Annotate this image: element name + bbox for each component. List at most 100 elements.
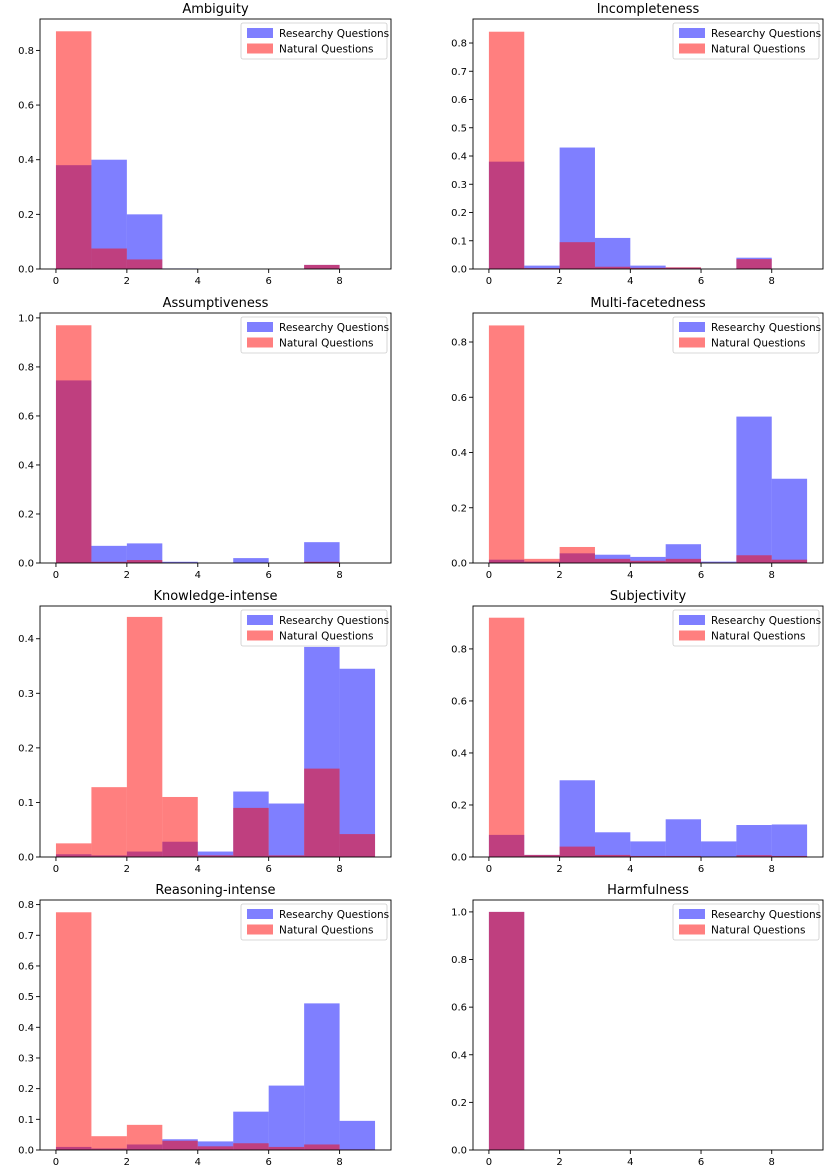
bar-natural-questions-bin-4 (630, 267, 666, 269)
chart-title: Knowledge-intense (153, 589, 277, 604)
x-tick-label: 6 (265, 1157, 271, 1168)
bar-researchy-questions-bin-5 (233, 558, 269, 563)
legend-label-researchy-questions: Researchy Questions (279, 322, 389, 334)
x-tick-label: 4 (627, 1157, 633, 1168)
chart-title: Multi-facetedness (590, 296, 706, 311)
legend-label-researchy-questions: Researchy Questions (279, 909, 389, 921)
bar-researchy-questions-bin-4 (197, 1141, 234, 1150)
legend-box (672, 316, 820, 354)
x-tick-label: 4 (627, 864, 633, 875)
y-tick-label: 0.2 (451, 208, 467, 219)
y-tick-label: 0.5 (18, 992, 34, 1003)
x-tick-label: 6 (698, 570, 704, 581)
y-tick-label: 0.0 (18, 265, 34, 276)
chart-panel-assumptiveness: Assumptiveness 0 2 4 6 8 0.0 0.2 0.4 0.6 0.8 1.0 Res… (18, 296, 392, 581)
bar-researchy-questions-bin-8 (771, 478, 808, 563)
chart-title: Assumptiveness (163, 296, 269, 311)
legend-label-natural-questions: Natural Questions (279, 631, 374, 643)
x-tick-label: 6 (698, 1157, 704, 1168)
chart-panel-multi-facetedness: Multi-facetedness 0 2 4 6 8 0.0 0.2 0.4 0.6 0.8 Res… (451, 296, 824, 581)
bar-researchy-questions-bin-7 (736, 825, 772, 857)
bar-natural-questions-bin-7 (736, 855, 772, 857)
y-tick-label: 0.0 (18, 559, 34, 570)
bar-researchy-questions-bin-8 (339, 668, 376, 857)
legend: Researchy Questions Natural Questions (240, 316, 389, 354)
bar-researchy-questions-bin-4 (630, 265, 666, 269)
legend-swatch-researchy-questions (679, 28, 705, 38)
bar-natural-questions-bin-0 (55, 31, 92, 270)
y-tick-label: 0.7 (451, 67, 467, 78)
bar-natural-questions-bin-4 (197, 855, 234, 857)
legend-label-natural-questions: Natural Questions (279, 925, 374, 937)
chart-title: Harmfulness (607, 883, 689, 898)
legend-swatch-researchy-questions (247, 909, 273, 919)
axes-frame (39, 18, 392, 270)
bar-natural-questions-bin-1 (91, 1136, 127, 1150)
y-tick-label: 0.2 (18, 509, 34, 520)
bar-researchy-questions-bin-1 (91, 545, 127, 563)
bar-researchy-questions-bin-7 (736, 416, 772, 563)
y-tick-label: 0.0 (451, 853, 467, 864)
x-tick-label: 0 (53, 570, 59, 581)
legend-label-natural-questions: Natural Questions (279, 338, 374, 350)
x-tick-label: 2 (124, 570, 130, 581)
chart-title: Reasoning-intense (155, 883, 275, 898)
legend-label-researchy-questions: Researchy Questions (279, 28, 389, 40)
legend-label-researchy-questions: Researchy Questions (711, 909, 821, 921)
y-tick-label: 0.6 (451, 1003, 467, 1014)
bar-natural-questions-bin-0 (488, 911, 525, 1150)
bar-natural-questions-bin-0 (55, 912, 92, 1150)
bar-researchy-questions-bin-3 (594, 832, 631, 857)
legend-label-natural-questions: Natural Questions (711, 631, 806, 643)
x-tick-label: 2 (556, 864, 562, 875)
x-tick-label: 4 (627, 570, 633, 581)
y-tick-label: 0.2 (451, 800, 467, 811)
x-tick-label: 4 (195, 276, 201, 287)
bar-researchy-questions-bin-6 (701, 561, 737, 563)
y-tick-label: 0.4 (18, 155, 34, 166)
bar-natural-questions-bin-6 (268, 1146, 305, 1150)
bar-researchy-questions-bin-4 (630, 556, 666, 563)
legend-swatch-researchy-questions (247, 322, 273, 332)
chart-panel-incompleteness: Incompleteness 0 2 4 6 8 0.0 0.1 0.2 0.3 0.4 0.5 0.6… (451, 2, 824, 287)
bar-natural-questions-bin-7 (304, 264, 340, 269)
bar-natural-questions-bin-7 (736, 555, 772, 563)
legend-swatch-natural-questions (247, 337, 273, 348)
x-tick-label: 4 (195, 1157, 201, 1168)
y-tick-label: 0.2 (18, 210, 34, 221)
y-tick-label: 0.3 (451, 180, 467, 191)
y-tick-label: 0.4 (451, 448, 467, 459)
legend: Researchy Questions Natural Questions (672, 316, 821, 354)
bar-natural-questions-bin-3 (162, 1140, 198, 1150)
bar-natural-questions-bin-5 (665, 267, 702, 269)
x-tick-label: 6 (265, 570, 271, 581)
bar-natural-questions-bin-2 (559, 846, 595, 857)
bar-researchy-questions-bin-8 (771, 824, 808, 857)
y-tick-label: 0.4 (451, 748, 467, 759)
bar-researchy-questions-bin-3 (594, 237, 631, 269)
chart-panel-harmfulness: Harmfulness 0 2 4 6 8 0.0 0.2 0.4 0.6 0.8 1.0 Resear… (451, 883, 824, 1168)
bar-researchy-questions-bin-8 (339, 1120, 376, 1150)
legend-swatch-natural-questions (247, 43, 273, 54)
bar-natural-questions-bin-7 (304, 1144, 340, 1150)
axes-frame (472, 312, 824, 564)
legend-box (240, 316, 388, 354)
x-tick-label: 0 (53, 864, 59, 875)
chart-title: Subjectivity (610, 589, 687, 604)
chart-panel-knowledge-intense: Knowledge-intense 0 2 4 6 8 0.0 0.1 0.2 0.3 0.4 Res… (18, 589, 392, 875)
legend-swatch-natural-questions (679, 43, 705, 54)
bar-natural-questions-bin-2 (559, 242, 595, 269)
y-tick-label: 0.6 (451, 95, 467, 106)
legend: Researchy Questions Natural Questions (240, 903, 389, 941)
x-tick-label: 6 (265, 276, 271, 287)
bar-natural-questions-bin-1 (524, 854, 560, 857)
bar-natural-questions-bin-5 (233, 1143, 269, 1150)
bar-natural-questions-bin-7 (736, 259, 772, 269)
legend-box (672, 903, 820, 941)
x-tick-label: 2 (124, 864, 130, 875)
x-tick-label: 0 (53, 276, 59, 287)
y-tick-label: 0.6 (451, 393, 467, 404)
x-tick-label: 8 (769, 570, 775, 581)
legend-swatch-natural-questions (679, 337, 705, 348)
x-tick-label: 8 (769, 276, 775, 287)
